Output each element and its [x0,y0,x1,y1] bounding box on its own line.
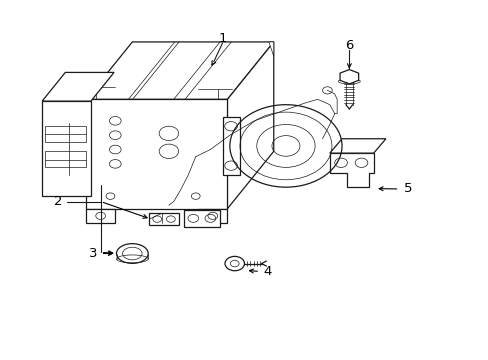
Polygon shape [42,101,91,196]
Polygon shape [198,209,227,223]
Polygon shape [183,210,220,226]
Polygon shape [42,72,114,101]
Polygon shape [149,213,178,225]
Polygon shape [329,153,373,187]
Text: 1: 1 [218,32,226,45]
Polygon shape [227,42,273,209]
Polygon shape [222,117,239,175]
Polygon shape [44,151,86,167]
Polygon shape [329,139,385,153]
Polygon shape [86,209,115,223]
Text: 6: 6 [345,39,353,52]
Text: 4: 4 [263,265,271,278]
Polygon shape [268,42,273,56]
Polygon shape [86,99,227,209]
Polygon shape [44,126,86,142]
Text: 2: 2 [54,195,62,208]
Text: 5: 5 [403,183,411,195]
Polygon shape [86,42,273,99]
Polygon shape [339,69,358,84]
Text: 3: 3 [89,247,98,260]
